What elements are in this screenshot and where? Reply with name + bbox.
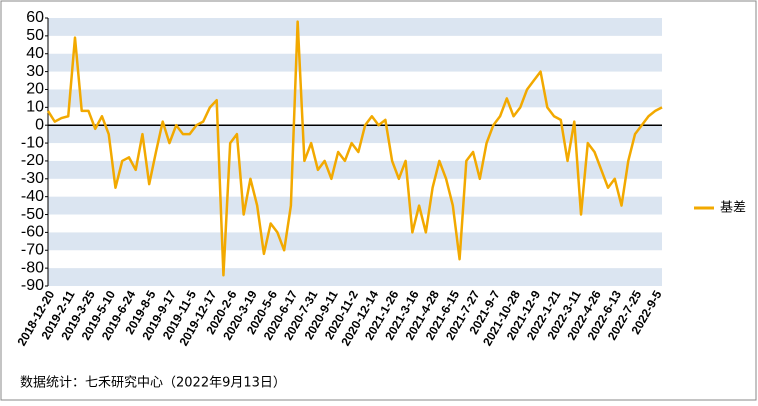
y-tick-label: 50 <box>26 27 44 44</box>
y-tick-label: -70 <box>21 241 44 258</box>
y-tick-label: 30 <box>26 63 44 80</box>
band <box>48 268 662 286</box>
legend-label: 基差 <box>720 201 746 216</box>
y-tick-label: 40 <box>26 45 44 62</box>
y-tick-label: -40 <box>21 188 44 205</box>
y-tick-label: -10 <box>21 134 44 151</box>
y-tick-label: -50 <box>21 206 44 223</box>
y-tick-label: -60 <box>21 224 44 241</box>
y-tick-label: -30 <box>21 170 44 187</box>
y-tick-label: 10 <box>26 99 44 116</box>
band <box>48 160 662 179</box>
y-tick-label: -90 <box>21 277 44 294</box>
y-tick-label: -80 <box>21 259 44 276</box>
y-tick-label: 20 <box>26 81 44 98</box>
y-tick-label: 0 <box>35 116 44 133</box>
data-line <box>46 20 663 277</box>
band <box>48 53 662 72</box>
band <box>48 125 662 144</box>
source-note: 数据统计：七禾研究中心（2022年9月13日） <box>20 376 286 391</box>
band <box>48 232 662 251</box>
y-tick-label: -20 <box>21 152 44 169</box>
band <box>48 89 662 108</box>
band <box>48 18 662 36</box>
y-tick-label: 60 <box>26 9 44 26</box>
band <box>48 196 662 215</box>
